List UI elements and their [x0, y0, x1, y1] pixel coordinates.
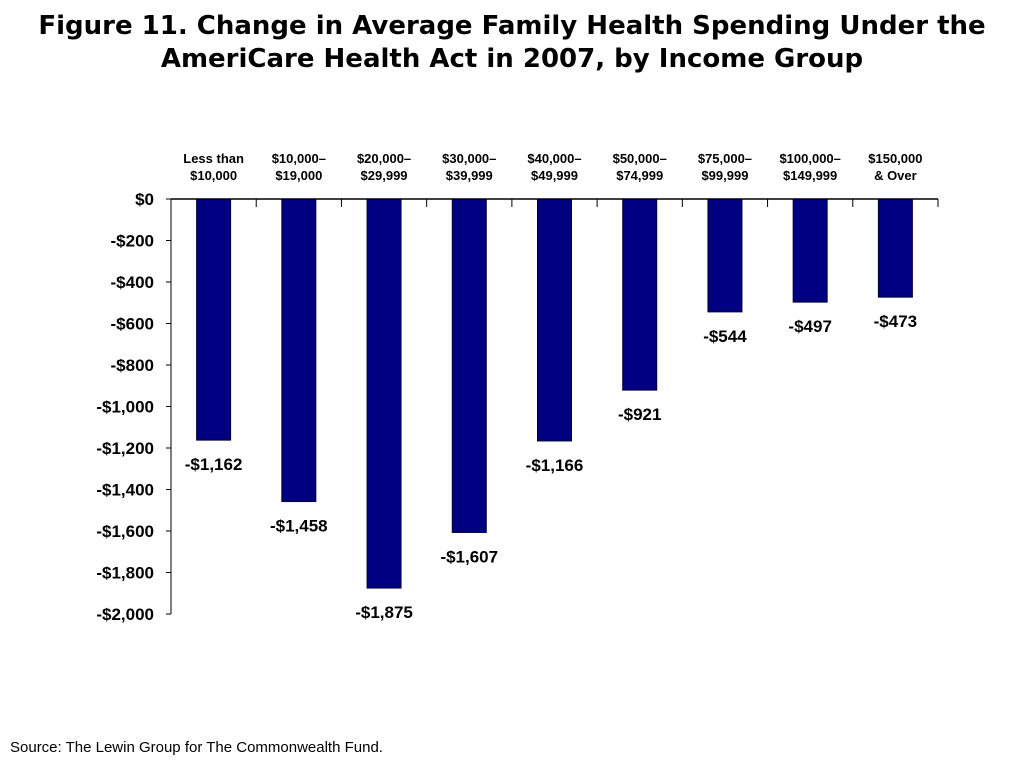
y-tick-label: -$1,800 — [96, 564, 154, 583]
data-label: -$473 — [874, 312, 917, 331]
category-label-line: $40,000– — [527, 151, 581, 166]
category-label-line: $100,000– — [779, 151, 840, 166]
category-label: $75,000– $99,999 — [698, 151, 752, 183]
bar — [281, 198, 317, 503]
chart-title-line-1: Figure 11. Change in Average Family Heal… — [38, 11, 986, 41]
bar — [877, 198, 913, 298]
data-label: -$1,607 — [440, 547, 498, 566]
y-tick-label: -$1,600 — [96, 522, 154, 541]
y-tick-label: -$400 — [111, 273, 154, 292]
y-tick-label: -$1,200 — [96, 439, 154, 458]
labels-group: $0 -$200 -$400 -$600 -$800 -$1,000 -$1,200 -$1,… — [96, 151, 922, 624]
category-label-line: $75,000– — [698, 151, 752, 166]
category-label: $150,000 & Over — [868, 151, 922, 183]
bar — [366, 198, 402, 589]
category-label: Less than $10,000 — [183, 151, 244, 183]
data-label: -$1,458 — [270, 517, 328, 536]
category-label-line: $50,000– — [613, 151, 667, 166]
bar — [451, 198, 487, 533]
category-label-line: $39,999 — [446, 168, 493, 183]
bar — [707, 198, 743, 313]
category-label: $20,000– $29,999 — [357, 151, 411, 183]
y-tick-label: $0 — [135, 190, 154, 209]
y-tick-label: -$1,400 — [96, 481, 154, 500]
bar — [537, 198, 572, 442]
source-note: Source: The Lewin Group for The Commonwe… — [10, 739, 383, 756]
data-label: -$497 — [788, 317, 831, 336]
data-label: -$1,162 — [185, 455, 243, 474]
y-tick-label: -$600 — [111, 315, 154, 334]
bar — [196, 198, 232, 441]
category-label-line: $99,999 — [701, 168, 748, 183]
y-tick-label: -$800 — [111, 356, 154, 375]
axes-group — [166, 198, 939, 615]
data-label: -$921 — [618, 405, 661, 424]
category-label-line: $30,000– — [442, 151, 496, 166]
category-label-line: $149,999 — [783, 168, 837, 183]
category-label: $30,000– $39,999 — [442, 151, 496, 183]
category-label-line: $150,000 — [868, 151, 922, 166]
category-label-line: $74,999 — [616, 168, 663, 183]
category-label-line: $20,000– — [357, 151, 411, 166]
category-label-line: $49,999 — [531, 168, 578, 183]
category-label-line: & Over — [874, 168, 917, 183]
category-label: $10,000– $19,000 — [272, 151, 326, 183]
data-label: -$544 — [703, 327, 747, 346]
bar — [792, 198, 828, 303]
category-label-line: $29,999 — [361, 168, 408, 183]
category-label-line: $10,000 — [190, 168, 237, 183]
category-label: $40,000– $49,999 — [527, 151, 581, 183]
bar — [622, 198, 658, 391]
chart-title-line-2: AmeriCare Health Act in 2007, by Income … — [160, 44, 864, 74]
category-label-line: $19,000 — [275, 168, 322, 183]
category-label-line: $10,000– — [272, 151, 326, 166]
category-label: $100,000– $149,999 — [779, 151, 840, 183]
y-tick-label: -$200 — [111, 232, 154, 251]
y-tick-label: -$1,000 — [96, 398, 154, 417]
category-label: $50,000– $74,999 — [613, 151, 667, 183]
data-label: -$1,875 — [355, 603, 413, 622]
category-label-line: Less than — [183, 151, 244, 166]
y-tick-label: -$2,000 — [96, 605, 154, 624]
chart-title: Figure 11. Change in Average Family Heal… — [0, 10, 1024, 76]
data-label: -$1,166 — [526, 456, 584, 475]
